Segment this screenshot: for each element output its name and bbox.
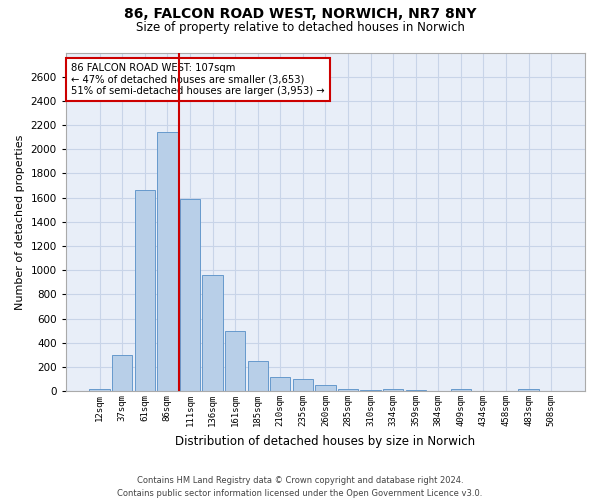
Bar: [134, 190, 155, 391]
Bar: [383, 388, 403, 391]
Bar: [248, 361, 268, 391]
Text: 86, FALCON ROAD WEST, NORWICH, NR7 8NY: 86, FALCON ROAD WEST, NORWICH, NR7 8NY: [124, 8, 476, 22]
Y-axis label: Number of detached properties: Number of detached properties: [15, 134, 25, 310]
Bar: [428, 390, 448, 391]
Bar: [315, 386, 335, 391]
Bar: [225, 330, 245, 391]
Bar: [361, 390, 381, 391]
Text: Size of property relative to detached houses in Norwich: Size of property relative to detached ho…: [136, 21, 464, 34]
Bar: [518, 388, 539, 391]
Bar: [157, 132, 178, 391]
Bar: [89, 388, 110, 391]
Bar: [406, 390, 426, 391]
Bar: [338, 390, 358, 391]
Text: 86 FALCON ROAD WEST: 107sqm
← 47% of detached houses are smaller (3,653)
51% of : 86 FALCON ROAD WEST: 107sqm ← 47% of det…: [71, 62, 325, 96]
Bar: [112, 355, 133, 391]
Text: Contains HM Land Registry data © Crown copyright and database right 2024.
Contai: Contains HM Land Registry data © Crown c…: [118, 476, 482, 498]
Bar: [180, 199, 200, 391]
Bar: [270, 376, 290, 391]
Bar: [202, 275, 223, 391]
Bar: [451, 389, 471, 391]
X-axis label: Distribution of detached houses by size in Norwich: Distribution of detached houses by size …: [175, 434, 475, 448]
Bar: [293, 379, 313, 391]
